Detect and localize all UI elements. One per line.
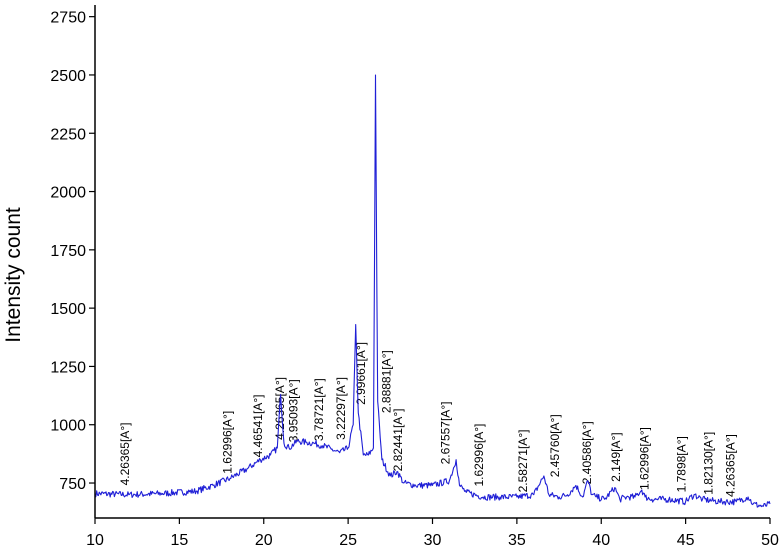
peak-label: 2.40586[A°] xyxy=(580,421,594,484)
peak-label: 2.58271[A°] xyxy=(516,430,530,493)
peak-label: 2.149[A°] xyxy=(609,432,623,482)
y-tick-label: 2000 xyxy=(50,185,86,202)
y-axis-title: Intensity count xyxy=(2,207,25,343)
y-tick-label: 750 xyxy=(59,476,86,493)
peak-label: 2.88881[A°] xyxy=(379,350,393,413)
y-axis: 750 1000 1250 1500 1750 2000 2250 2500 2750 xyxy=(50,10,95,493)
y-tick-label: 1000 xyxy=(50,418,86,435)
peak-label: 3.78721[A°] xyxy=(312,378,326,441)
y-tick-label: 2250 xyxy=(50,126,86,143)
series-line-0 xyxy=(94,74,771,508)
peak-label: 4.26365[A°] xyxy=(724,434,738,497)
x-tick-label: 15 xyxy=(170,532,188,549)
x-tick-label: 40 xyxy=(592,532,610,549)
peak-label: 2.45760[A°] xyxy=(548,414,562,477)
peak-label: 1.62996[A°] xyxy=(221,411,235,474)
peak-label: 1.7898[A°] xyxy=(675,436,689,492)
x-tick-label: 30 xyxy=(424,532,442,549)
x-tick-label: 45 xyxy=(677,532,695,549)
x-tick-label: 20 xyxy=(255,532,273,549)
peak-label: 1.62996[A°] xyxy=(472,424,486,487)
y-tick-label: 1250 xyxy=(50,359,86,376)
peak-label: 4.26365[A°] xyxy=(118,423,132,486)
peak-label: 4.46541[A°] xyxy=(251,395,265,458)
x-tick-label: 25 xyxy=(339,532,357,549)
peak-label: 2.82441[A°] xyxy=(391,409,405,472)
peak-label: 1.82130[A°] xyxy=(702,432,716,495)
peak-label: 3.22297[A°] xyxy=(334,377,348,440)
x-axis: 10 15 20 25 30 35 40 45 50 xyxy=(86,518,779,549)
x-tick-label: 50 xyxy=(761,532,779,549)
y-tick-label: 2500 xyxy=(50,68,86,85)
peak-annotations: 4.26365[A°] 1.62996[A°] 4.46541[A°] 4.26365… xyxy=(118,342,738,497)
x-tick-label: 10 xyxy=(86,532,104,549)
peak-label: 1.62996[A°] xyxy=(638,427,652,490)
y-tick-label: 2750 xyxy=(50,10,86,27)
peak-label: 3.95093[A°] xyxy=(287,379,301,442)
peak-label: 2.67557[A°] xyxy=(438,402,452,465)
y-tick-label: 1750 xyxy=(50,243,86,260)
y-tick-label: 1500 xyxy=(50,301,86,318)
x-tick-label: 35 xyxy=(508,532,526,549)
